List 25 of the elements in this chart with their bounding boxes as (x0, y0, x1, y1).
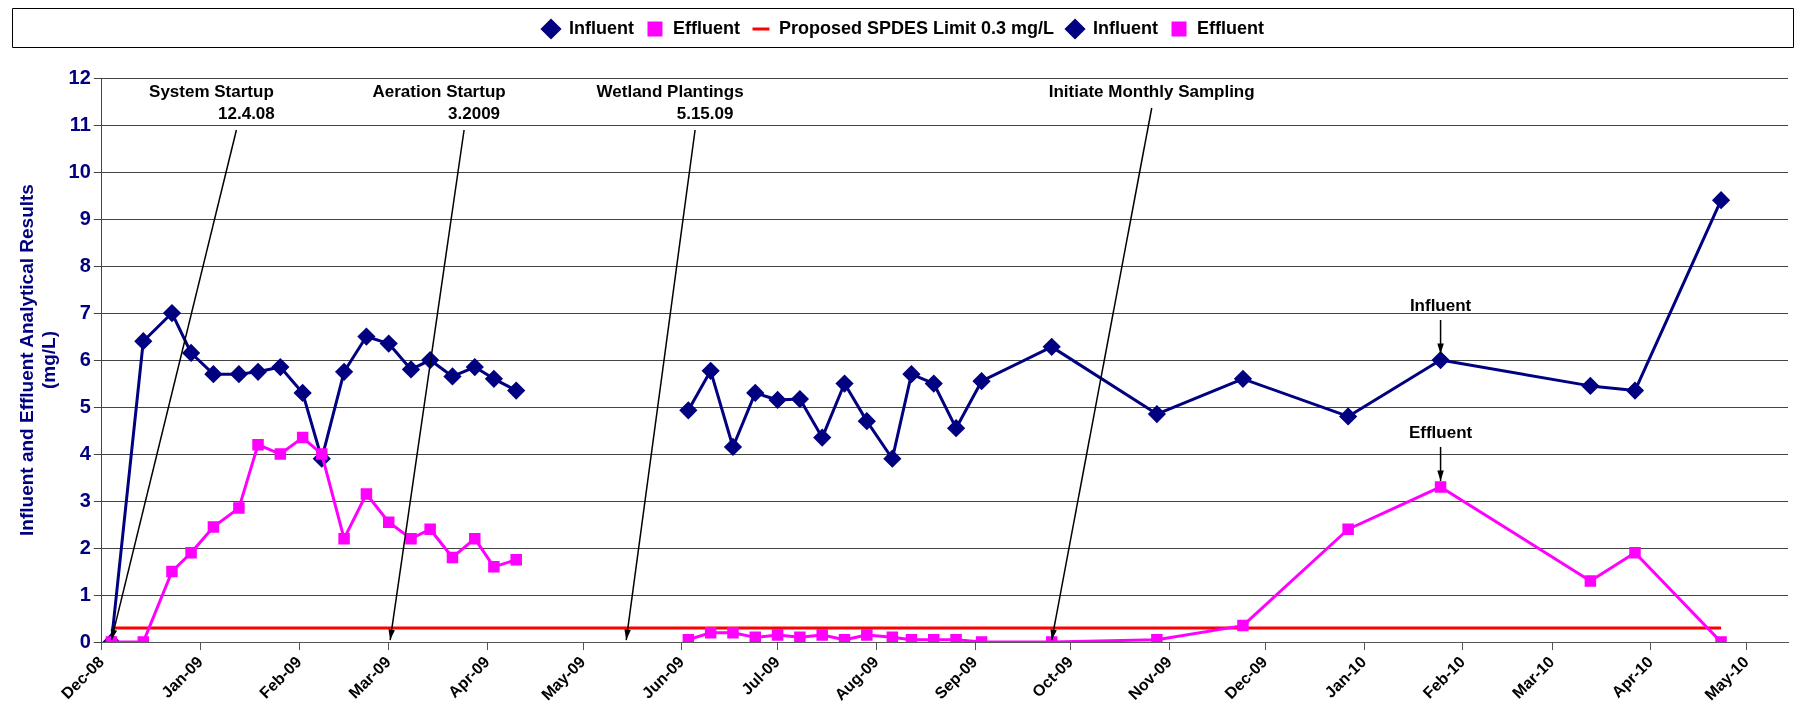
y-tick-label: 4 (79, 441, 92, 464)
legend-label: Effluent (1197, 17, 1265, 38)
annotation: System Startup 12.4.08 (149, 82, 275, 124)
annotation: Wetland Plantings 5.15.09 (596, 82, 744, 124)
annotation: Effluent (1408, 423, 1473, 443)
y-tick-label: 12 (68, 65, 91, 88)
y-tick-label: 3 (79, 488, 91, 511)
y-tick-label: 8 (79, 253, 91, 276)
annotation: Initiate Monthly Sampling (1048, 82, 1255, 102)
y-tick-label: 9 (79, 206, 91, 229)
y-tick-label: 0 (79, 629, 91, 652)
legend-label: Effluent (672, 17, 740, 38)
y-tick-label: 2 (79, 535, 91, 558)
y-tick-label: 7 (79, 300, 91, 323)
y-tick-label: 5 (79, 394, 91, 417)
y-axis-title: Influent and Effluent Analytical Results (mg/L) (15, 184, 60, 536)
legend-label: Influent (1093, 17, 1159, 38)
annotation: Aeration Startup 3.2009 (372, 82, 506, 124)
y-tick-label: 11 (69, 112, 91, 135)
y-tick-label: 6 (79, 347, 91, 370)
y-tick-label: 1 (79, 582, 91, 605)
y-tick-label: 10 (68, 159, 91, 182)
annotation: Influent (1409, 296, 1472, 316)
legend-label: Influent (569, 17, 634, 38)
legend-label: Proposed SPDES Limit 0.3 mg/L (778, 17, 1055, 38)
